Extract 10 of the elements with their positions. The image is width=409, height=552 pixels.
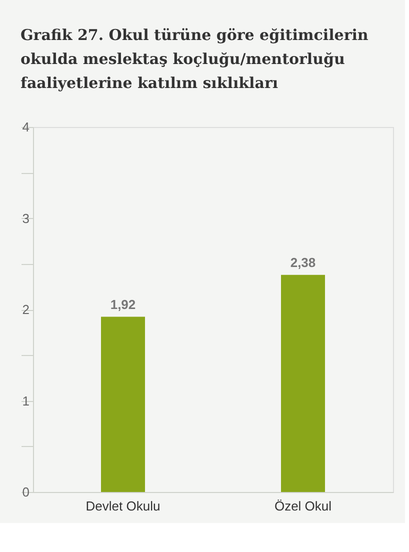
data-label: 1,92 (110, 296, 136, 312)
y-tick-label: 0 (22, 484, 30, 500)
y-tick-label: 3 (22, 210, 30, 226)
data-label: 2,38 (290, 254, 316, 270)
y-tick-label: 4 (22, 120, 30, 134)
chart-title: Grafik 27. Okul türüne göre eğitimcilerin okulda meslektaş koçluğu/mentorluğu faaliyetlerine katılım sıklıkları (20, 26, 368, 92)
x-tick-label: Özel Okul (274, 498, 332, 514)
x-tick-label: Devlet Okulu (86, 498, 160, 514)
y-tick-label: 1 (22, 393, 30, 408)
y-tick-label: 2 (22, 302, 30, 317)
